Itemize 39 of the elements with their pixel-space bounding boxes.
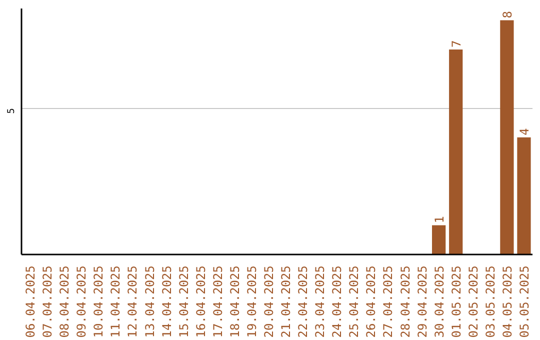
x-tick-label: 11.04.2025: [108, 265, 123, 338]
x-tick-label: 01.05.2025: [449, 265, 464, 338]
y-tick-label: 5: [6, 108, 17, 114]
bar: [449, 50, 463, 254]
x-tick-label: 25.04.2025: [347, 265, 362, 338]
x-tick-label: 22.04.2025: [296, 265, 310, 338]
x-tick-label: 16.04.2025: [194, 265, 208, 338]
data-label: 7: [449, 40, 464, 48]
x-tick-label: 30.04.2025: [432, 265, 446, 338]
x-tick-label: 15.04.2025: [176, 265, 191, 338]
x-tick-label: 12.04.2025: [126, 265, 140, 338]
x-tick-label: 19.04.2025: [244, 265, 259, 338]
data-label: 1: [432, 216, 446, 224]
x-tick-label: 29.04.2025: [415, 265, 430, 338]
x-tick-label: 18.04.2025: [228, 265, 242, 338]
x-tick-label: 27.04.2025: [381, 265, 396, 338]
x-tick-label: 06.04.2025: [24, 265, 38, 338]
bar: [432, 225, 446, 254]
x-tick-label: 20.04.2025: [262, 265, 276, 338]
x-tick-label: 24.04.2025: [330, 265, 344, 338]
x-tick-label: 08.04.2025: [58, 265, 72, 338]
x-tick-label: 14.04.2025: [160, 265, 174, 338]
x-tick-label: 21.04.2025: [279, 265, 294, 338]
x-tick-label: 07.04.2025: [40, 265, 55, 338]
x-tick-label: 23.04.2025: [313, 265, 328, 338]
x-tick-label: 04.05.2025: [500, 265, 514, 338]
x-tick-label: 17.04.2025: [210, 265, 225, 338]
bar: [500, 20, 514, 254]
data-label: 8: [500, 10, 514, 18]
x-tick-label: 02.05.2025: [466, 265, 480, 338]
x-tick-label: 05.05.2025: [517, 265, 532, 338]
x-tick-label: 10.04.2025: [92, 265, 106, 338]
bar: [517, 137, 531, 254]
x-tick-label: 26.04.2025: [364, 265, 378, 338]
x-tick-label: 28.04.2025: [398, 265, 412, 338]
x-tick-label: 09.04.2025: [74, 265, 89, 338]
data-label: 4: [517, 128, 532, 136]
x-tick-label: 03.05.2025: [483, 265, 498, 338]
x-tick-label: 13.04.2025: [142, 265, 157, 338]
